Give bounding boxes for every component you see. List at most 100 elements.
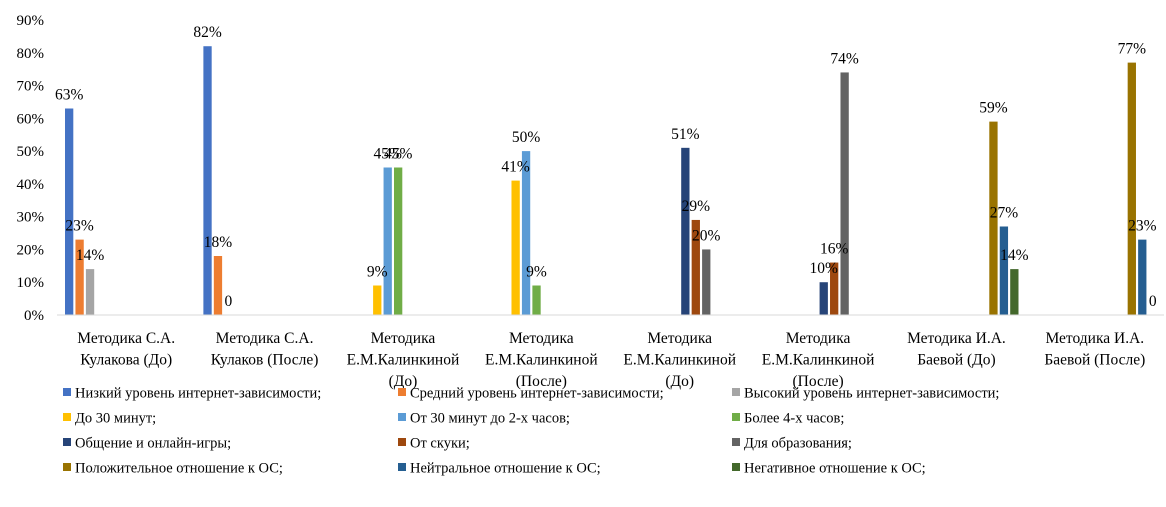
data-label: 77% [1118,41,1147,58]
data-label: 45% [384,146,413,163]
data-label: 41% [501,159,530,176]
y-tick-label: 50% [17,144,45,160]
data-label: 23% [1128,218,1157,235]
category-label: Методика С.А. [77,330,175,347]
bar [989,121,998,315]
bar [1010,269,1019,315]
legend-item: Средний уровень интернет-зависимости; [398,386,664,402]
bar [521,151,531,315]
legend-label: До 30 минут; [75,411,156,427]
data-label: 82% [193,24,222,41]
legend-label: От 30 минут до 2-х часов; [410,411,570,427]
category-label: Методика [371,330,436,347]
y-tick-label: 0% [24,308,44,324]
y-axis: 0% 10% 20% 30% 40% 50% 60% 70% 80% 90% [17,13,45,324]
legend-label: Для образования; [744,436,852,452]
category-label: (После) [516,373,567,390]
legend-item: Общение и онлайн-игры; [63,436,231,452]
y-tick-label: 90% [17,13,45,29]
category-label: Е.М.Калинкиной [762,352,875,369]
bar [681,147,690,315]
y-tick-label: 10% [17,275,45,291]
legend-item: Положительное отношение к ОС; [63,461,283,477]
y-tick-label: 70% [17,79,45,95]
legend-swatch [732,413,740,421]
y-tick-label: 30% [17,210,45,226]
legend-item: До 30 минут; [63,411,156,427]
category-label: Методика [509,330,574,347]
category-label: Методика И.А. [1045,330,1144,347]
data-labels-layer: 63% 82% 23% 18% 14% 0 9% 41% 45% 50% 45% 9% 51% 10% 29… [55,24,1157,310]
legend-item: Более 4-х часов; [732,411,844,427]
legend-label: От скуки; [410,436,470,452]
bar [702,249,711,315]
legend-swatch [398,463,406,471]
data-label: 74% [830,50,859,67]
category-label: Методика [647,330,712,347]
bar [213,256,223,315]
legend: Низкий уровень интернет-зависимости; Сред… [63,386,999,477]
data-label: 10% [810,260,839,277]
data-label: 27% [990,205,1019,222]
category-label: (После) [792,373,843,390]
data-label: 18% [204,234,233,251]
legend-swatch [63,388,71,396]
y-tick-label: 40% [17,177,45,193]
category-label: Е.М.Калинкиной [623,352,736,369]
bar [203,46,212,315]
bar [85,269,95,315]
legend-swatch [398,438,406,446]
data-label: 9% [367,264,388,281]
bar [1138,239,1147,315]
data-label: 45% [373,146,402,163]
category-label: Е.М.Калинкиной [347,352,460,369]
data-label: 14% [76,247,105,264]
bar [840,72,849,315]
legend-swatch [732,463,740,471]
legend-swatch [398,413,406,421]
bar [75,239,84,315]
legend-swatch [732,388,740,396]
legend-label: Средний уровень интернет-зависимости; [410,386,664,402]
bar [830,262,839,315]
legend-item: Низкий уровень интернет-зависимости; [63,386,321,402]
bar [532,285,541,315]
legend-label: Низкий уровень интернет-зависимости; [75,386,321,402]
category-label: Методика [786,330,851,347]
y-tick-label: 80% [17,46,45,62]
legend-label: Общение и онлайн-игры; [75,436,231,452]
category-label: Баевой (До) [917,352,995,369]
bar [511,180,520,315]
legend-item: Нейтральное отношение к ОС; [398,461,601,477]
data-label: 0 [225,293,233,310]
category-label: (До) [389,373,418,390]
data-label: 16% [820,241,849,258]
category-label: Кулакова (До) [80,352,172,369]
bar [394,167,403,315]
legend-swatch [63,438,71,446]
data-label: 59% [979,100,1008,117]
data-label: 23% [65,218,94,235]
legend-label: Высокий уровень интернет-зависимости; [744,386,999,402]
bar [65,108,74,315]
y-tick-label: 60% [17,111,45,127]
category-label: (До) [665,373,694,390]
legend-label: Негативное отношение к ОС; [744,461,926,477]
data-label: 20% [692,227,721,244]
legend-item: Негативное отношение к ОС; [732,461,926,477]
bar [691,219,700,315]
legend-swatch [63,413,71,421]
category-label: Методика И.А. [907,330,1006,347]
data-label: 9% [526,264,547,281]
bar [819,282,828,315]
legend-swatch [398,388,406,396]
y-tick-label: 20% [17,242,45,258]
data-label: 0 [1149,293,1157,310]
category-label: Баевой (После) [1044,352,1145,369]
legend-swatch [63,463,71,471]
category-label: Кулаков (После) [211,352,319,369]
data-label: 29% [682,198,711,215]
legend-label: Положительное отношение к ОС; [75,461,283,477]
legend-item: Для образования; [732,436,852,452]
